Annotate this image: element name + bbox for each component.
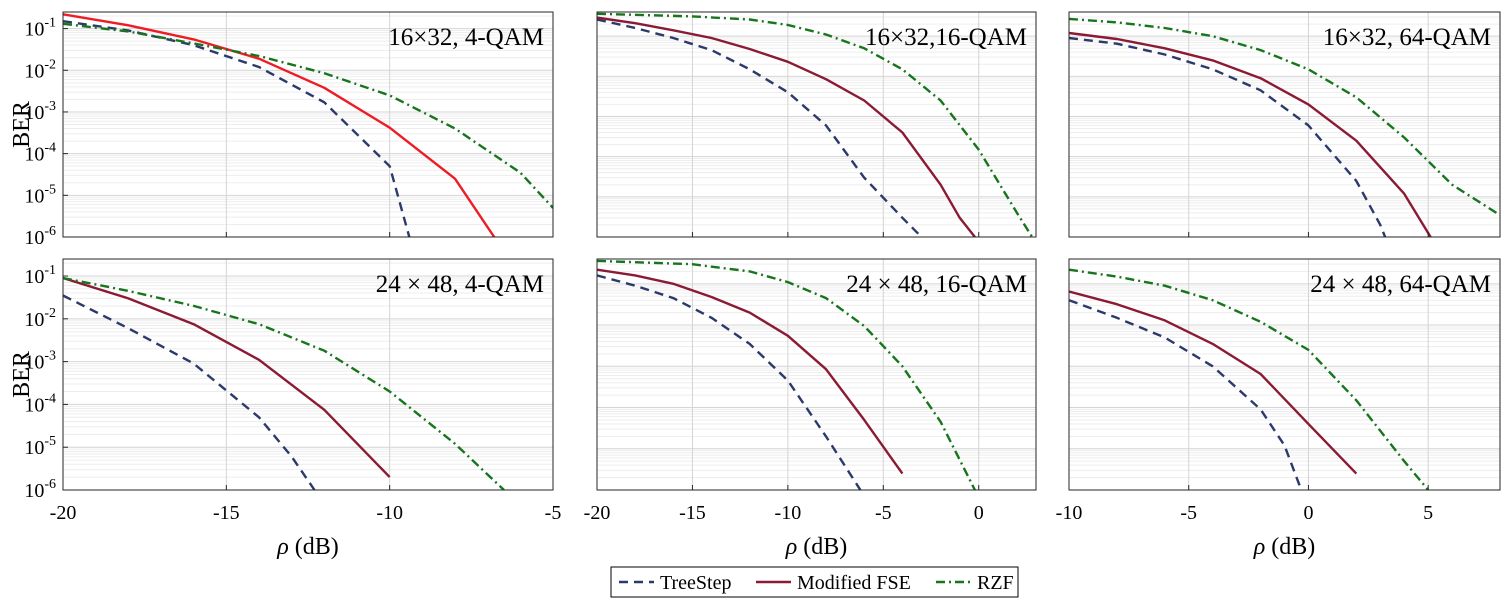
y-tick-label: 10-5 (24, 434, 56, 459)
axes-frame (62, 258, 554, 491)
axes-frame (1068, 11, 1501, 238)
x-tick-label: 5 (1423, 502, 1433, 524)
x-tick-label: 0 (974, 502, 984, 524)
series-rzf (63, 276, 505, 490)
axes-frame (1068, 258, 1501, 491)
panel-title: 24 × 48, 64-QAM (1310, 271, 1491, 298)
panel-24x48-16qam: -20 -15 -10 -5 0 24 × 48, 16-QAM ρ (dB) (584, 258, 1037, 560)
y-tick-label: 10-3 (24, 99, 56, 124)
axes-frame (596, 11, 1037, 238)
x-tick-label: -15 (213, 502, 240, 524)
grid (597, 12, 1036, 237)
x-tick-label: -20 (584, 502, 611, 524)
panel-title: 16×32, 4-QAM (388, 24, 544, 51)
legend-item-modified-fse: Modified FSE (756, 572, 911, 594)
series-lines (1069, 268, 1430, 490)
y-tick-label: 10-2 (24, 57, 56, 82)
series-treestep (597, 18, 923, 237)
legend-label: Modified FSE (797, 572, 911, 594)
x-tick-label: -10 (1056, 502, 1083, 524)
series-treestep (1069, 36, 1387, 237)
y-tick-label: 10-2 (24, 306, 56, 331)
x-tick-label: -5 (1180, 502, 1197, 524)
series-lines (597, 12, 1034, 237)
panel-title: 24 × 48, 16-QAM (846, 271, 1027, 298)
x-tick-label: -5 (875, 502, 892, 524)
x-tick-label: 0 (1303, 502, 1313, 524)
legend-label: RZF (977, 572, 1014, 594)
panel-title: 16×32,16-QAM (865, 24, 1027, 51)
series-treestep (63, 294, 316, 490)
series-rzf (63, 22, 553, 209)
panel-24x48-4qam: 10-110-210-310-410-510-6-20 -15 -10 -524 × … (9, 258, 562, 560)
legend-item-treestep: TreeStep (619, 572, 731, 594)
series-modified-fse (597, 268, 904, 475)
series-modified-fse (63, 13, 496, 237)
legend-label: TreeStep (660, 572, 731, 594)
series-modified-fse (63, 276, 391, 478)
y-axis-label: BER (9, 101, 35, 148)
x-tick-label: -5 (545, 502, 562, 524)
x-tick-label: -10 (775, 502, 802, 524)
y-axis-label: BER (9, 351, 35, 398)
legend-item-rzf: RZF (936, 572, 1014, 594)
series-lines (1069, 17, 1500, 237)
grid (1069, 12, 1500, 237)
series-rzf (597, 259, 976, 490)
x-axis-label: ρ (dB) (785, 534, 848, 560)
panel-16x32-64qam: 16×32, 64-QAM (1068, 11, 1501, 238)
grid (1069, 259, 1500, 490)
x-axis-label: ρ (dB) (1253, 534, 1316, 560)
panel-title: 24 × 48, 4-QAM (376, 271, 544, 298)
grid (63, 259, 553, 490)
x-tick-label: -20 (50, 502, 77, 524)
series-lines (63, 276, 505, 490)
panel-title: 16×32, 64-QAM (1323, 24, 1491, 51)
x-axis-label: ρ (dB) (276, 534, 339, 560)
grid (597, 259, 1036, 490)
grid (63, 12, 553, 237)
panel-16x32-16qam: 16×32,16-QAM (596, 11, 1037, 238)
panel-24x48-64qam: -10 -5 0 5 24 × 48, 64-QAM ρ (dB) (1056, 258, 1501, 560)
y-tick-label: 10-5 (24, 182, 56, 207)
x-tick-label: -10 (376, 502, 403, 524)
y-tick-label: 10-1 (24, 16, 56, 41)
series-rzf (1069, 268, 1430, 490)
axes-frame (596, 258, 1037, 491)
series-treestep (1069, 299, 1303, 490)
plot-area (597, 12, 1036, 237)
y-tick-label: 10-6 (24, 224, 56, 249)
series-lines (63, 13, 553, 237)
series-modified-fse (1069, 31, 1432, 237)
legend: TreeStep Modified FSE RZF (610, 566, 1019, 598)
y-tick-label: 10-1 (24, 263, 56, 288)
series-treestep (597, 274, 862, 490)
axes-frame (62, 11, 554, 238)
series-modified-fse (1069, 290, 1358, 475)
y-tick-label: 10-6 (24, 477, 56, 502)
series-lines (597, 259, 976, 490)
x-tick-label: -15 (679, 502, 706, 524)
series-modified-fse (597, 16, 976, 237)
series-rzf (597, 12, 1034, 237)
